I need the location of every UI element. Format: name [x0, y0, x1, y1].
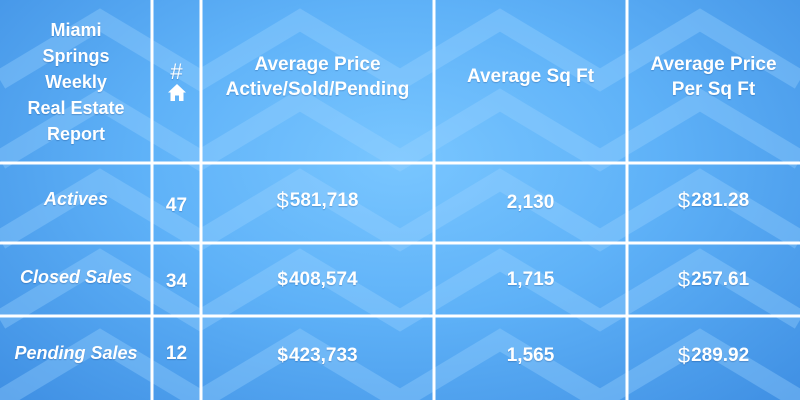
avg-price-closed-sales: $408,574 [201, 243, 434, 316]
avg-price-header: Average Price Active/Sold/Pending [201, 0, 434, 163]
price-per-sqft-value: 257.61 [691, 268, 750, 290]
avg-price-actives: $581,718 [201, 163, 434, 239]
count-actives: 47 [165, 195, 188, 216]
price-per-sqft-value: 281.28 [691, 190, 750, 211]
count-closed-sales: 34 [165, 270, 188, 292]
currency-symbol: $ [677, 266, 691, 292]
currency-symbol: $ [277, 268, 288, 290]
avg-price-value: 423,733 [288, 345, 358, 366]
title-line: Real Estate [27, 97, 125, 118]
currency-symbol: $ [677, 188, 691, 213]
count-header: # [152, 0, 201, 163]
row-label-closed-sales: Closed Sales [19, 266, 133, 287]
title-line: Miami [50, 19, 102, 40]
avg-sqft-header: Average Sq Ft [466, 66, 595, 87]
avg-price-value: 408,574 [288, 268, 358, 290]
price-per-sqft-pending-sales: $289.92 [627, 316, 800, 396]
report-title: Miami Springs Weekly Real Estate Report [0, 0, 152, 163]
count-symbol: # [170, 59, 183, 84]
avg-price-sqft-header-line: Average Price [650, 53, 777, 75]
title-line: Springs [42, 45, 110, 66]
avg-price-pending-sales: $423,733 [201, 316, 434, 396]
avg-price-value: 581,718 [289, 190, 359, 211]
count-pending-sales: 12 [165, 343, 188, 364]
price-per-sqft-value: 289.92 [691, 345, 750, 366]
currency-symbol: $ [277, 345, 288, 366]
avg-sqft-pending-sales: 1,565 [506, 345, 555, 366]
price-per-sqft-actives: $281.28 [627, 163, 800, 239]
avg-price-sqft-header: Average Price Per Sq Ft [627, 0, 800, 163]
avg-sqft-closed-sales: 1,715 [506, 268, 555, 290]
title-line: Report [47, 123, 105, 144]
avg-price-sqft-header-line: Per Sq Ft [671, 78, 756, 100]
price-per-sqft-closed-sales: $257.61 [627, 243, 800, 316]
home-icon [167, 84, 186, 101]
currency-symbol: $ [677, 343, 691, 368]
title-line: Weekly [45, 71, 107, 92]
currency-symbol: $ [276, 188, 289, 213]
row-label-pending-sales: Pending Sales [14, 342, 138, 363]
avg-price-header-line: Average Price [254, 53, 381, 75]
avg-price-header-line: Active/Sold/Pending [225, 78, 410, 100]
row-label-actives: Actives [43, 188, 109, 209]
avg-sqft-actives: 2,130 [506, 192, 555, 213]
